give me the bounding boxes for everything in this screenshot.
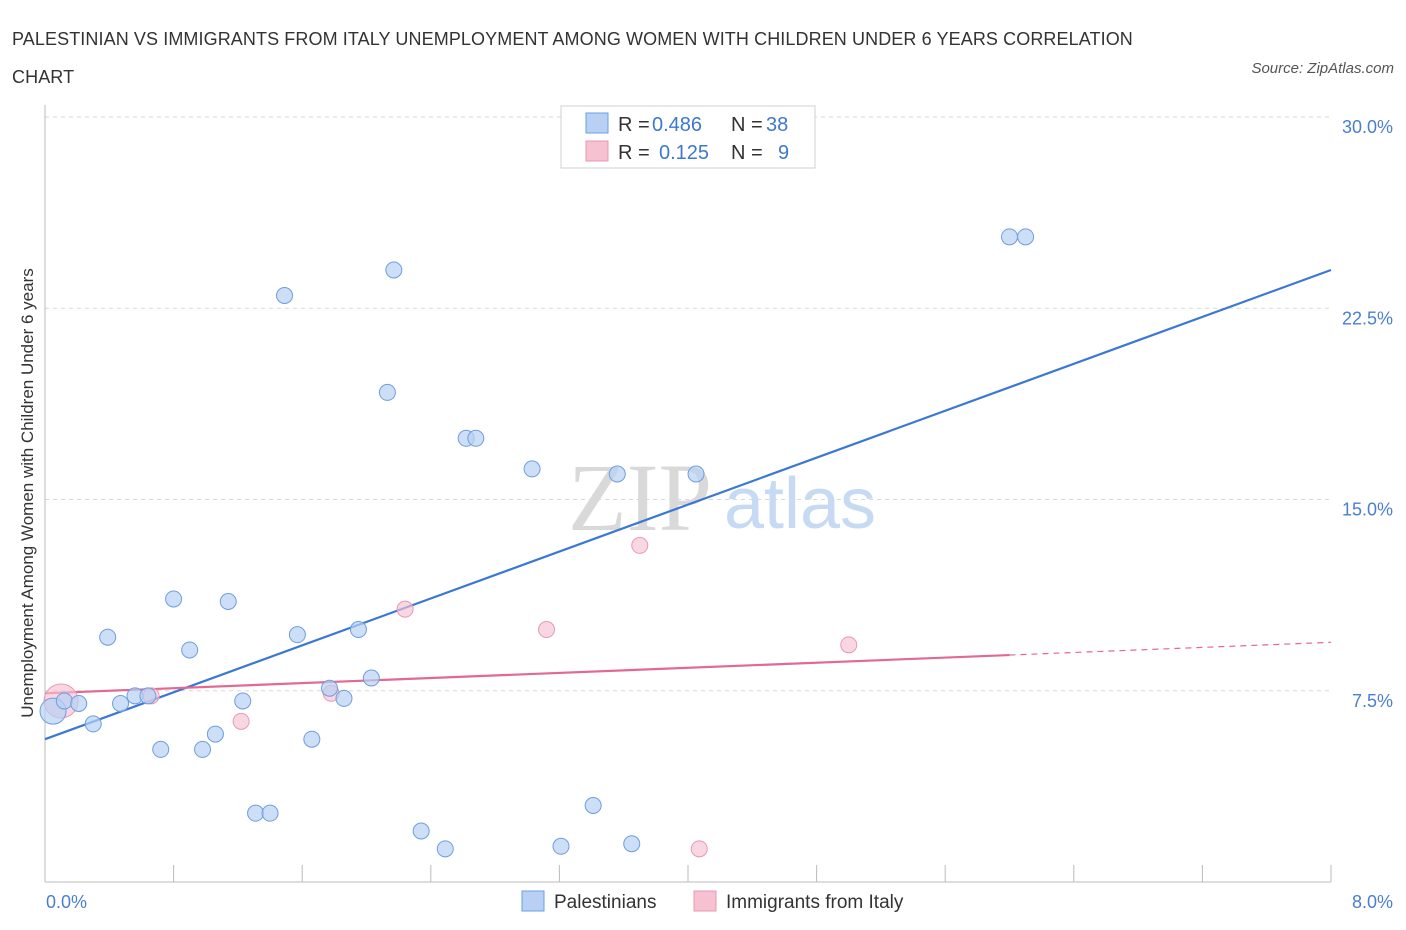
point-palestinians [288, 626, 306, 644]
series-legend: Palestinians Immigrants from Italy [521, 890, 904, 913]
x-tick-label-max: 8.0% [1352, 892, 1393, 912]
chart-title: PALESTINIAN VS IMMIGRANTS FROM ITALY UNE… [12, 29, 1133, 87]
point-italy [690, 840, 708, 858]
watermark-atlas: atlas [724, 464, 876, 544]
point-palestinians [152, 740, 170, 758]
y-tick-label: 30.0% [1342, 117, 1393, 137]
point-palestinians [362, 669, 380, 687]
trend-line-palestinians [44, 268, 1332, 741]
point-palestinians [247, 804, 265, 822]
trend-line-italy [44, 653, 1010, 695]
point-palestinians [1017, 228, 1035, 246]
point-palestinians [467, 429, 485, 447]
point-palestinians [206, 725, 224, 743]
point-palestinians [321, 679, 339, 697]
point-palestinians [139, 687, 157, 705]
point-palestinians [112, 695, 130, 712]
legend-r-value-2: 0.125 [659, 142, 709, 164]
point-palestinians [165, 590, 183, 608]
point-italy [631, 536, 649, 554]
y-tick-label: 22.5% [1342, 308, 1393, 328]
watermark-zip: ZIP [568, 444, 712, 551]
point-italy [538, 621, 556, 639]
point-italy [396, 600, 414, 618]
point-palestinians [70, 695, 88, 712]
tick-labels: 7.5% 15.0% 22.5% 30.0% 0.0% 8.0% [46, 117, 1393, 912]
legend-n-value-1: 38 [766, 114, 788, 136]
point-palestinians [412, 822, 430, 840]
point-palestinians [234, 692, 252, 710]
point-palestinians [194, 740, 212, 758]
chart-source: Source: ZipAtlas.com [1251, 60, 1394, 77]
legend-swatch-pink [585, 140, 609, 162]
legend-r-value-1: 0.486 [652, 114, 702, 136]
legend-swatch-blue [585, 112, 609, 134]
trend-lines [44, 268, 1332, 741]
x-tick-label-min: 0.0% [46, 892, 87, 912]
point-palestinians [608, 465, 626, 483]
point-palestinians [335, 689, 353, 707]
bottom-legend-swatch-palestinians [521, 890, 545, 912]
point-palestinians [181, 641, 199, 659]
legend-n-value-2: 9 [778, 142, 789, 164]
point-palestinians [436, 840, 454, 858]
point-palestinians [84, 715, 102, 733]
point-palestinians [385, 261, 403, 279]
y-axis-label: Unemployment Among Women with Children U… [18, 268, 37, 717]
point-palestinians [276, 287, 294, 304]
y-tick-label: 15.0% [1342, 500, 1393, 520]
legend-r-label-1: R = [618, 114, 650, 136]
bottom-legend-swatch-italy [693, 890, 717, 912]
point-palestinians [623, 835, 641, 853]
bottom-legend-italy: Immigrants from Italy [726, 892, 904, 913]
bottom-legend-palestinians: Palestinians [554, 892, 656, 913]
point-palestinians [349, 621, 367, 639]
y-tick-label: 7.5% [1352, 691, 1393, 711]
point-palestinians [552, 837, 570, 855]
legend-r-label-2: R = [618, 142, 650, 164]
data-points [39, 228, 1035, 858]
point-italy [840, 636, 858, 654]
trend-line-italy-extension [1009, 641, 1332, 656]
point-palestinians [523, 460, 541, 478]
correlation-legend: R = 0.486 N = 38 R = 0.125 N = 9 [560, 105, 816, 169]
legend-n-label-1: N = [731, 114, 763, 136]
gridlines [45, 116, 1331, 692]
point-italy [232, 712, 250, 730]
point-palestinians [219, 593, 237, 610]
point-palestinians [584, 797, 602, 814]
point-palestinians [99, 628, 117, 646]
point-palestinians [261, 804, 279, 822]
axes [44, 105, 1332, 883]
point-palestinians [55, 692, 73, 710]
point-palestinians [378, 383, 396, 401]
point-palestinians [303, 730, 321, 748]
point-palestinians [687, 465, 705, 483]
legend-n-label-2: N = [731, 142, 763, 164]
point-palestinians [1001, 228, 1018, 246]
